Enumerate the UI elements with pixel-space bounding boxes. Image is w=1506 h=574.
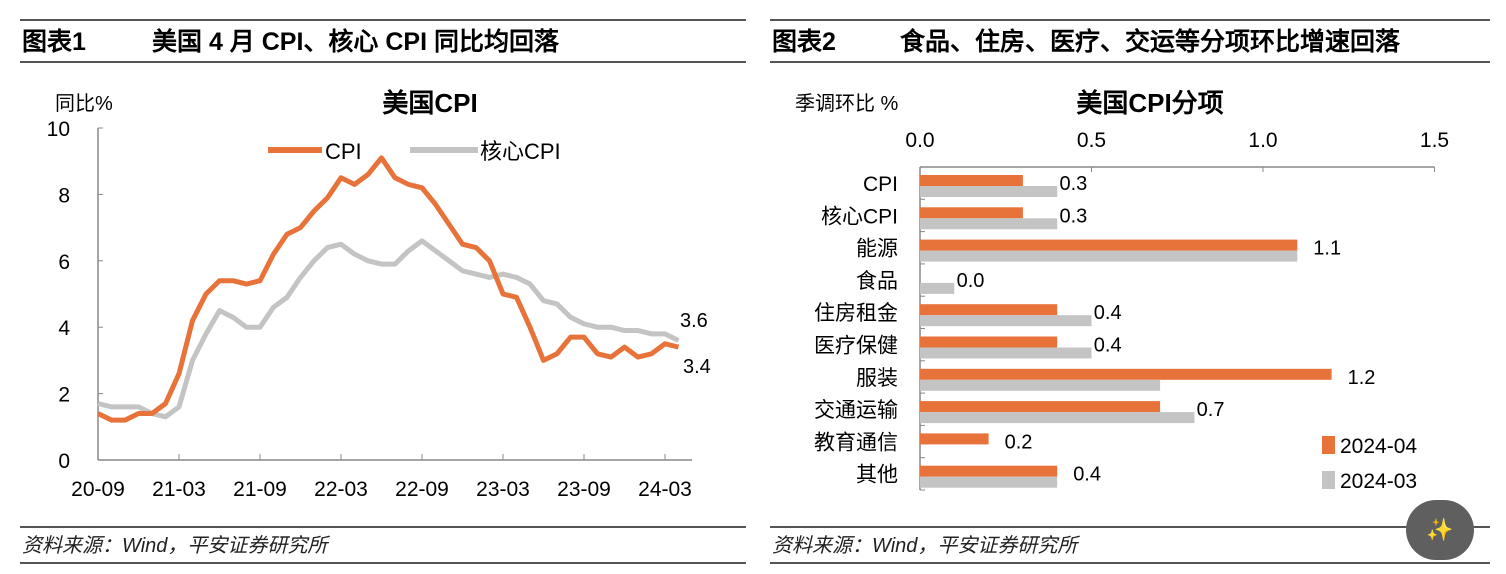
y-tick-label: 10 xyxy=(47,118,70,141)
legend-swatch xyxy=(1322,471,1335,489)
category-label: 服装 xyxy=(856,367,898,390)
data-label: 0.4 xyxy=(1094,302,1122,324)
data-label: 0.4 xyxy=(1073,464,1101,486)
source-note: 资料来源：Wind，平安证券研究所 xyxy=(22,535,330,557)
category-label: 核心CPI xyxy=(821,205,898,228)
x-tick-label: 0.5 xyxy=(1077,129,1106,152)
figure-label: 图表2 xyxy=(772,28,836,56)
legend-label-core: 核心CPI xyxy=(480,139,561,164)
end-label-core: 3.6 xyxy=(680,310,708,332)
series-line-cpi xyxy=(96,155,680,423)
bar-2024-03 xyxy=(920,186,1058,197)
category-label: 其他 xyxy=(856,464,898,487)
ai-tool-button[interactable]: ✨ xyxy=(1406,500,1474,560)
bar-2024-04 xyxy=(920,368,1332,380)
legend-label: 2024-04 xyxy=(1340,435,1417,458)
x-tick-label: 1.5 xyxy=(1420,129,1449,152)
legend-label-cpi: CPI xyxy=(325,139,362,164)
data-label: 0.7 xyxy=(1197,399,1225,421)
y-tick-label: 8 xyxy=(58,184,70,207)
bar-2024-03 xyxy=(920,379,1161,391)
bar-2024-04 xyxy=(920,433,989,445)
category-label: 能源 xyxy=(856,238,898,261)
magic-wand-icon: ✨ xyxy=(1426,517,1454,543)
data-label: 1.1 xyxy=(1313,238,1341,260)
data-label: 0.0 xyxy=(957,270,985,292)
x-tick-label: 0.0 xyxy=(905,129,934,152)
chart-title: 美国CPI xyxy=(382,88,477,118)
legend-label: 2024-03 xyxy=(1340,470,1417,493)
x-tick-label: 22-09 xyxy=(395,478,449,501)
data-label: 0.3 xyxy=(1059,205,1087,227)
bar-2024-04 xyxy=(920,304,1058,316)
legend-swatch xyxy=(1322,436,1335,454)
x-tick-label: 22-03 xyxy=(314,478,368,501)
bar-2024-03 xyxy=(920,282,955,294)
bar-2024-03 xyxy=(920,315,1092,327)
x-tick-label: 21-09 xyxy=(233,478,287,501)
y-tick-label: 6 xyxy=(58,251,70,274)
bar-2024-04 xyxy=(920,465,1058,477)
bar-2024-04 xyxy=(920,239,1298,251)
figure-title: 食品、住房、医疗、交运等分项环比增速回落 xyxy=(900,27,1401,56)
data-label: 0.4 xyxy=(1094,335,1122,357)
x-tick-label: 20-09 xyxy=(71,478,125,501)
data-label: 1.2 xyxy=(1348,367,1376,389)
series-line-core-cpi xyxy=(97,238,680,420)
x-tick-label: 1.0 xyxy=(1248,129,1277,152)
y-axis-label: 同比% xyxy=(55,92,113,115)
x-tick-label: 23-09 xyxy=(557,478,611,501)
bar-2024-04 xyxy=(920,175,1023,186)
figure-label: 图表1 xyxy=(22,28,86,56)
category-label: 交通运输 xyxy=(814,399,898,422)
source-note: 资料来源：Wind，平安证券研究所 xyxy=(772,535,1080,557)
data-label: 0.3 xyxy=(1059,173,1087,195)
category-label: 医疗保健 xyxy=(814,335,898,358)
chart-title: 美国CPI分项 xyxy=(1076,88,1223,118)
category-label: 住房租金 xyxy=(814,302,898,325)
y-tick-label: 4 xyxy=(58,317,70,340)
category-label: 食品 xyxy=(856,270,898,293)
bar-2024-04 xyxy=(920,207,1023,219)
y-tick-label: 2 xyxy=(58,384,70,407)
category-label: CPI xyxy=(863,173,898,196)
x-axis-label: 季调环比 % xyxy=(795,92,899,115)
x-tick-label: 24-03 xyxy=(638,478,692,501)
end-label-cpi: 3.4 xyxy=(683,356,711,378)
bar-2024-03 xyxy=(920,250,1298,262)
category-label: 教育通信 xyxy=(814,431,898,454)
bar-2024-03 xyxy=(920,218,1058,230)
data-label: 0.2 xyxy=(1005,431,1033,453)
y-tick-label: 0 xyxy=(58,450,70,473)
bar-2024-03 xyxy=(920,412,1195,424)
bar-2024-04 xyxy=(920,401,1161,413)
bar-2024-03 xyxy=(920,476,1058,488)
x-tick-label: 21-03 xyxy=(152,478,206,501)
figure-title: 美国 4 月 CPI、核心 CPI 同比均回落 xyxy=(152,27,560,56)
bar-2024-04 xyxy=(920,336,1058,348)
x-tick-label: 23-03 xyxy=(476,478,530,501)
bar-2024-03 xyxy=(920,347,1092,359)
